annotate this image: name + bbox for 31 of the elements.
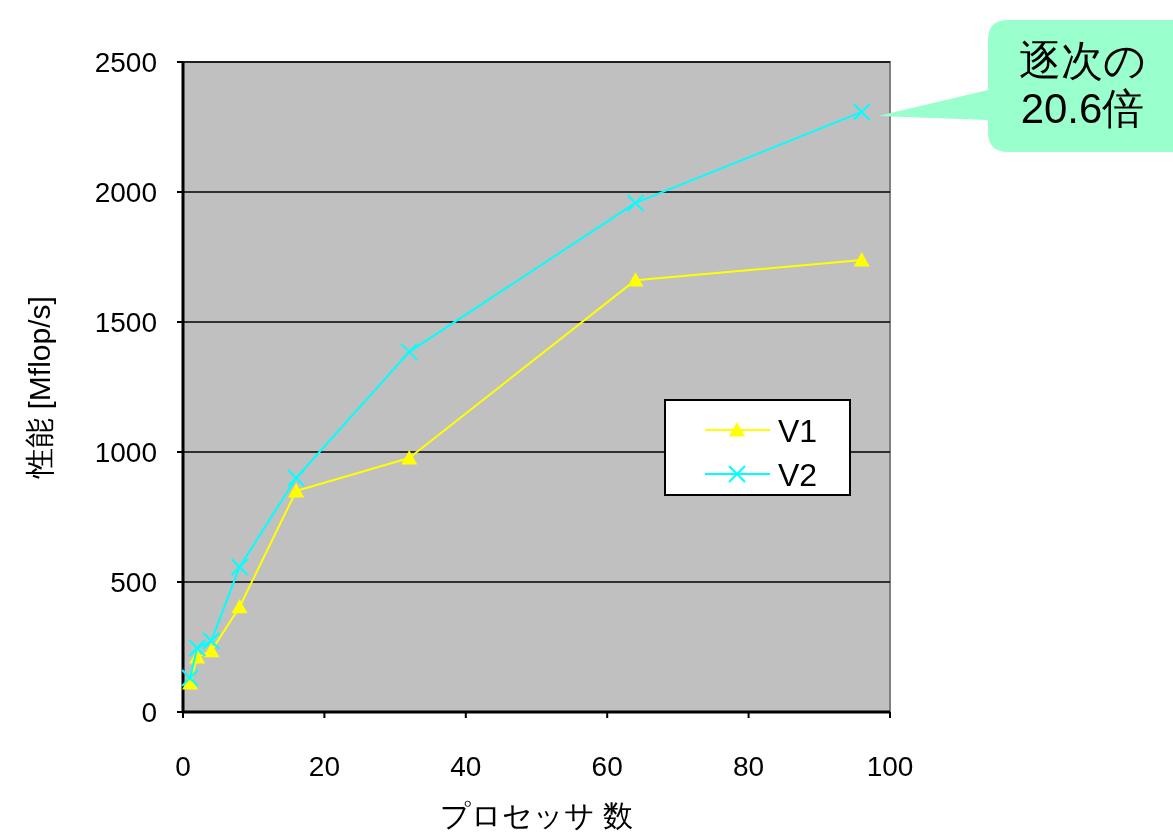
x-tick-label: 80 [733,751,765,782]
y-tick-label: 1500 [94,307,157,338]
point [188,639,207,658]
y-tick-label: 2000 [94,177,157,208]
point [230,557,249,576]
x-tick-label: 20 [308,751,340,782]
point [287,469,306,487]
y-axis-title: 性能 [Mflop/s] [23,296,56,479]
point [853,252,870,267]
point [401,449,418,465]
x-tick-label: 0 [175,751,191,782]
point [288,483,305,498]
x-tick-label: 40 [450,751,482,782]
point [231,598,248,614]
y-tick-label: 500 [110,567,157,598]
x-tick-label: 100 [866,751,914,782]
y-tick-label: 1000 [94,437,157,468]
point [852,102,871,121]
point [203,642,220,658]
x-tick-label: 60 [591,751,623,782]
y-tick-label: 0 [141,697,157,728]
legend-label: V2 [778,457,818,493]
point [181,668,200,687]
point [627,272,644,287]
point [202,632,221,651]
point [400,342,419,361]
point [626,193,645,212]
x-axis-title: プロセッサ 数 [439,799,634,832]
legend-label: V1 [778,413,818,449]
callout: 逐次の 20.6倍 [878,20,1173,152]
y-tick-label: 2500 [94,47,157,78]
